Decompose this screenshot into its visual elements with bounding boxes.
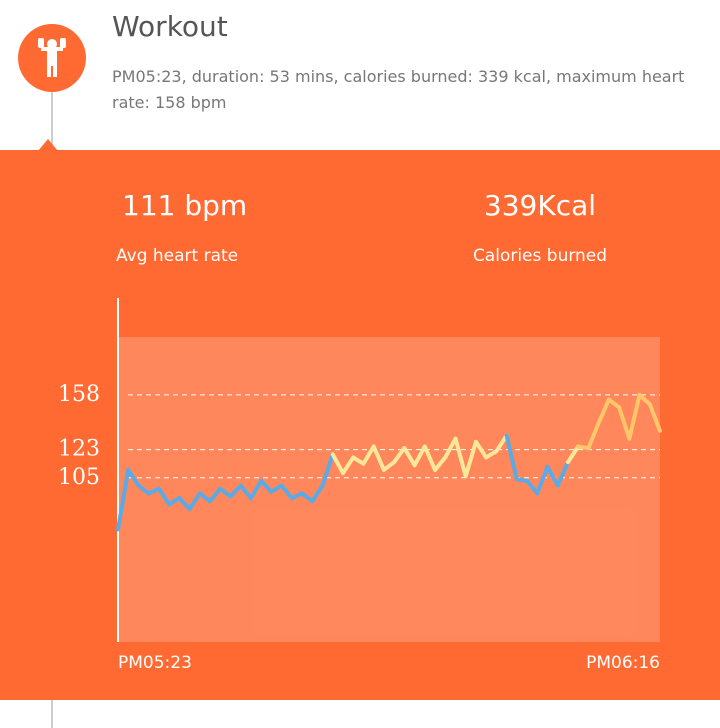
line-segment	[422, 444, 438, 472]
line-segment	[197, 491, 213, 504]
line-segment	[453, 436, 468, 479]
stat-value: 111 bpm	[122, 189, 247, 222]
stat-label: Calories burned	[473, 246, 607, 266]
stat-label: Avg heart rate	[116, 246, 238, 266]
line-segment	[228, 483, 243, 499]
line-segment	[647, 402, 662, 433]
line-segment	[535, 464, 550, 496]
line-segment	[504, 433, 519, 482]
icon-figure	[38, 38, 66, 77]
line-segment	[412, 444, 427, 468]
line-segment	[606, 397, 622, 410]
line-segment	[279, 483, 294, 501]
line-segment	[136, 483, 151, 496]
line-segment	[443, 436, 458, 460]
line-segment	[402, 446, 417, 468]
y-tick-label: 158	[58, 382, 100, 407]
line-segment	[637, 392, 652, 407]
line-segment	[565, 444, 581, 465]
line-segment	[116, 467, 131, 532]
line-segment	[310, 483, 325, 504]
line-segment	[177, 496, 192, 512]
line-segment	[381, 460, 397, 472]
line-segment	[433, 455, 448, 472]
y-tick-label: 105	[58, 465, 100, 490]
line-segment	[259, 478, 274, 494]
line-segment	[330, 452, 345, 476]
stat-value: 339Kcal	[484, 189, 596, 222]
line-segment	[525, 478, 540, 496]
line-segment	[320, 452, 335, 488]
line-segment	[494, 433, 509, 454]
line-segment	[371, 444, 386, 472]
line-segment	[596, 397, 611, 426]
line-segment	[300, 491, 315, 504]
line-segment	[392, 446, 407, 465]
line-segment	[463, 439, 478, 479]
line-segment	[586, 421, 601, 451]
description-box: PM05:23, duration: 53 mins, calories bur…	[112, 67, 685, 112]
line-segment	[187, 491, 202, 512]
line-segment	[545, 464, 560, 488]
title: Workout	[112, 10, 228, 43]
line-segment	[555, 460, 570, 488]
x-tick-label: PM05:23	[118, 653, 192, 673]
line-segment	[126, 467, 141, 488]
line-segment	[473, 439, 489, 460]
line-segment	[248, 478, 264, 501]
line-segment	[361, 444, 376, 466]
line-segment	[208, 486, 223, 504]
x-tick-label: PM06:16	[586, 653, 660, 673]
line-segment	[617, 405, 632, 441]
line-segment	[218, 486, 233, 499]
card-background	[0, 150, 720, 700]
plot-area	[118, 337, 660, 642]
y-tick-label: 123	[58, 437, 100, 462]
line-segment	[238, 483, 253, 501]
pointer	[38, 139, 58, 151]
line-segment	[340, 455, 356, 476]
description: PM05:23, duration: 53 mins, calories bur…	[112, 67, 685, 112]
line-segment	[156, 486, 172, 507]
line-segment	[627, 392, 642, 441]
